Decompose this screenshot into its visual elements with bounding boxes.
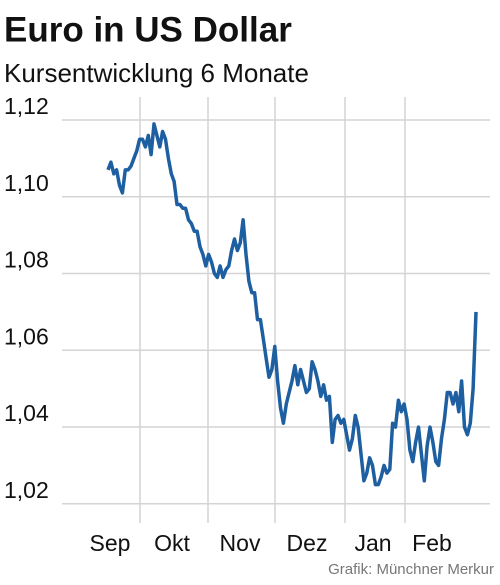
y-tick-label: 1,10 [4,170,49,196]
chart-subtitle: Kursentwicklung 6 Monate [4,58,309,88]
y-tick-label: 1,06 [4,323,49,349]
x-tick-label: Okt [154,530,190,556]
x-tick-label: Sep [90,530,131,556]
source: Grafik: Münchner Merkur [328,561,494,578]
y-tick-label: 1,08 [4,247,49,273]
x-tick-label: Feb [412,530,452,556]
chart-title: Euro in US Dollar [4,10,292,49]
y-tick-label: 1,12 [4,93,49,119]
x-tick-label: Dez [287,530,328,556]
y-tick-label: 1,02 [4,477,49,503]
price-line [106,122,478,487]
x-tick-label: Nov [220,530,261,556]
y-tick-label: 1,04 [4,400,49,426]
x-tick-label: Jan [354,530,391,556]
